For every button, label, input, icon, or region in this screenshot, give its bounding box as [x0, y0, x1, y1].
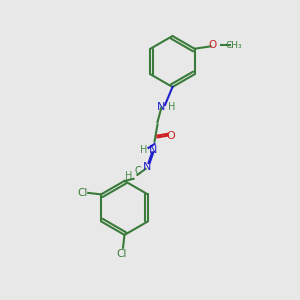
Text: H: H — [168, 102, 175, 112]
Text: N: N — [148, 145, 157, 155]
Text: C: C — [134, 166, 141, 176]
Text: N: N — [157, 102, 166, 112]
Text: Cl: Cl — [77, 188, 87, 198]
Text: H: H — [125, 171, 133, 181]
Text: H: H — [140, 145, 147, 155]
Text: N: N — [143, 162, 151, 172]
Text: O: O — [167, 131, 176, 142]
Text: O: O — [208, 40, 217, 50]
Text: Cl: Cl — [116, 249, 127, 259]
Text: CH₃: CH₃ — [225, 40, 242, 50]
